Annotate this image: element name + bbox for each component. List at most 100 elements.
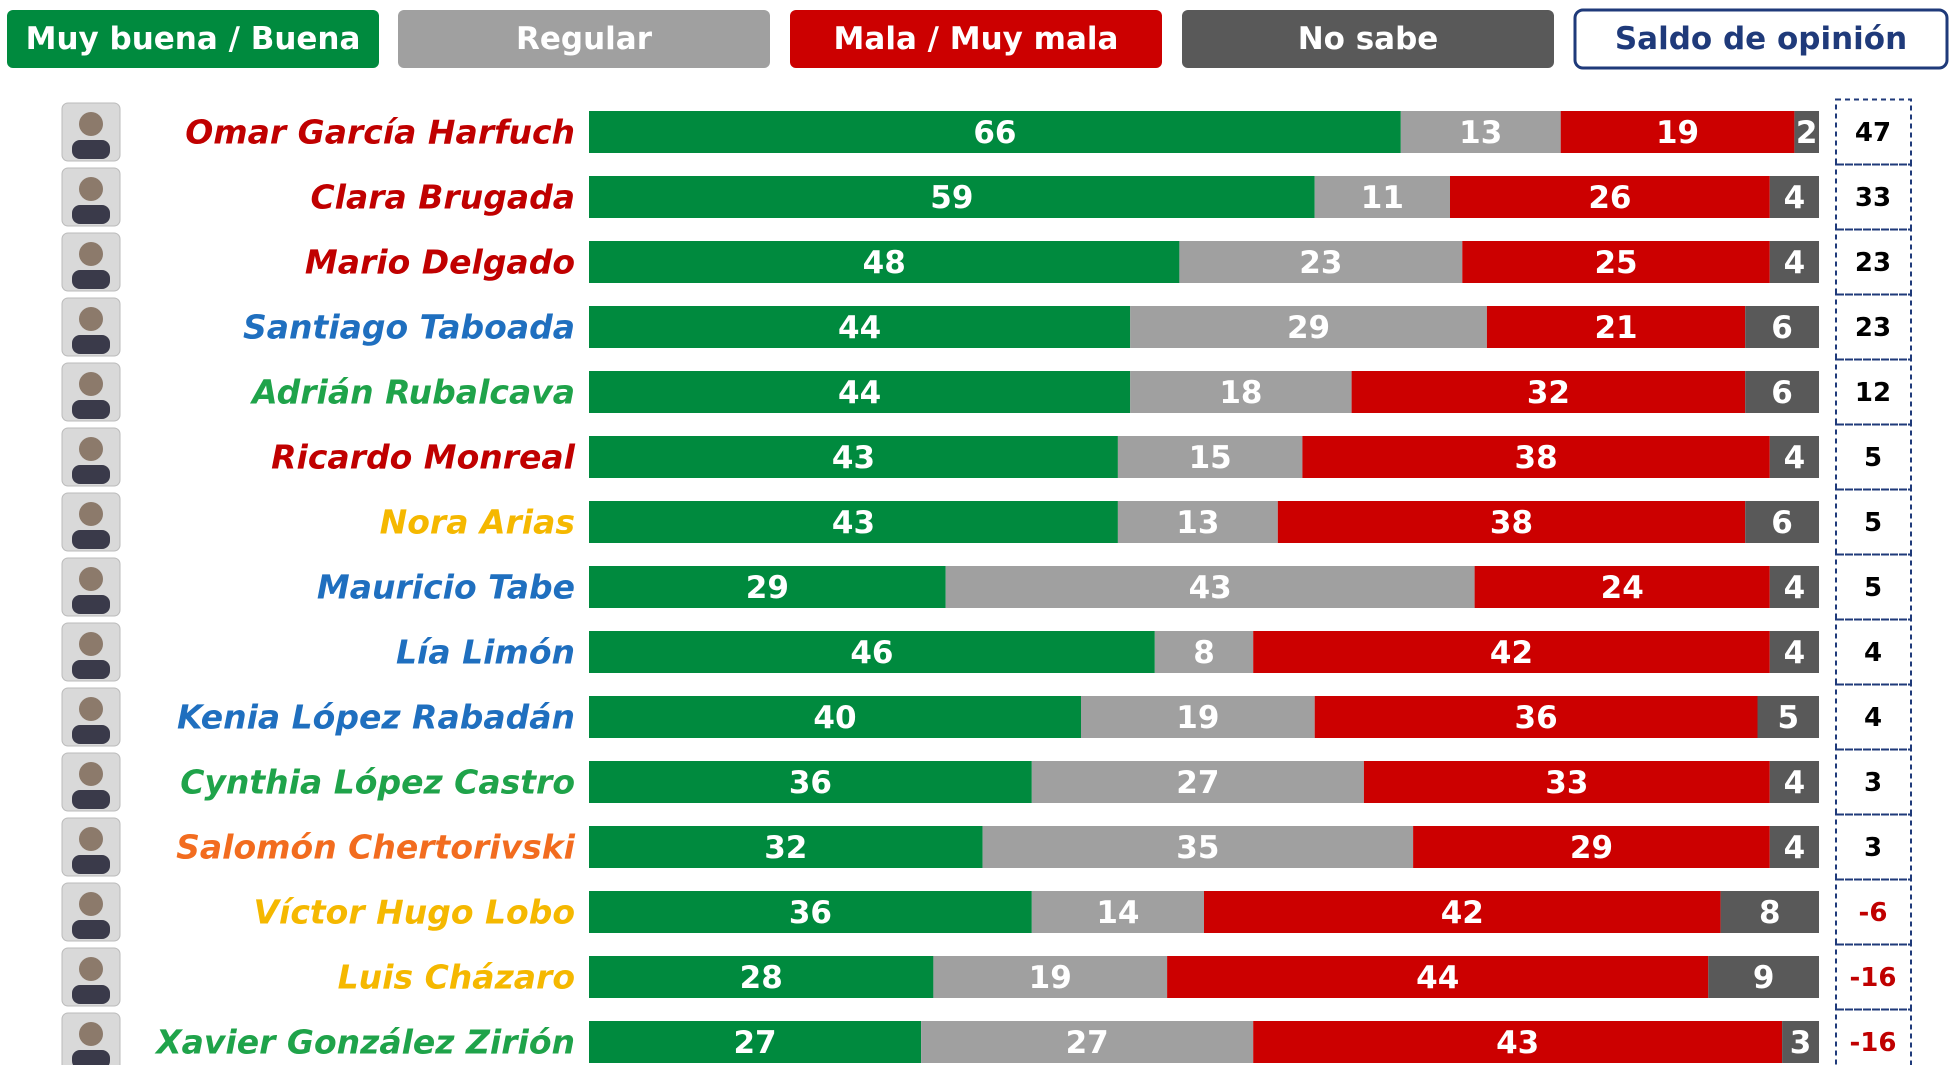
category-label: Cynthia López Castro bbox=[180, 763, 575, 802]
photo-body bbox=[72, 465, 110, 484]
saldo-value: 23 bbox=[1855, 248, 1891, 278]
photo-head bbox=[79, 762, 103, 786]
saldo-value: -6 bbox=[1859, 898, 1888, 928]
saldo-value: -16 bbox=[1850, 963, 1897, 993]
bar-value-label: 43 bbox=[1189, 570, 1232, 606]
photo-head bbox=[79, 372, 103, 396]
photo-body bbox=[72, 855, 110, 874]
bar-value-label: 11 bbox=[1361, 180, 1404, 216]
bar-value-label: 9 bbox=[1753, 960, 1775, 996]
bar-value-label: 32 bbox=[764, 830, 807, 866]
bar-value-label: 38 bbox=[1490, 505, 1533, 541]
bar-value-label: 27 bbox=[1066, 1025, 1109, 1061]
photo-body bbox=[72, 985, 110, 1004]
legend-saldo-label: Saldo de opinión bbox=[1615, 21, 1907, 57]
bar-value-label: 6 bbox=[1771, 505, 1793, 541]
bar-value-label: 4 bbox=[1784, 635, 1806, 671]
photo-body bbox=[72, 1050, 110, 1065]
photo-body bbox=[72, 270, 110, 289]
category-label: Xavier González Zirión bbox=[154, 1023, 575, 1062]
bar-value-label: 42 bbox=[1441, 895, 1484, 931]
category-label: Mario Delgado bbox=[305, 243, 575, 282]
bar-value-label: 19 bbox=[1656, 115, 1699, 151]
saldo-value: 4 bbox=[1864, 638, 1882, 668]
saldo-value: 5 bbox=[1864, 573, 1882, 603]
bar-value-label: 4 bbox=[1784, 830, 1806, 866]
photo-head bbox=[79, 827, 103, 851]
bar-value-label: 8 bbox=[1193, 635, 1215, 671]
bar-value-label: 23 bbox=[1299, 245, 1342, 281]
photo-body bbox=[72, 790, 110, 809]
legend-label: Muy buena / Buena bbox=[26, 21, 361, 57]
photo-body bbox=[72, 595, 110, 614]
bar-value-label: 25 bbox=[1594, 245, 1637, 281]
bar-value-label: 4 bbox=[1784, 245, 1806, 281]
photo-body bbox=[72, 205, 110, 224]
bar-value-label: 21 bbox=[1594, 310, 1637, 346]
bar-value-label: 27 bbox=[1176, 765, 1219, 801]
category-label: Nora Arias bbox=[380, 503, 575, 542]
bar-value-label: 33 bbox=[1545, 765, 1588, 801]
photo-head bbox=[79, 957, 103, 981]
bar-value-label: 43 bbox=[1496, 1025, 1539, 1061]
saldo-value: 33 bbox=[1855, 183, 1891, 213]
bar-value-label: 18 bbox=[1219, 375, 1262, 411]
saldo-value: 3 bbox=[1864, 768, 1882, 798]
bar-value-label: 38 bbox=[1515, 440, 1558, 476]
bar-value-label: 36 bbox=[789, 895, 832, 931]
chart: Muy buena / Buena Regular Mala / Muy mala N… bbox=[0, 0, 1951, 1065]
bar-value-label: 2 bbox=[1796, 115, 1818, 151]
category-label: Santiago Taboada bbox=[243, 308, 575, 347]
bar-value-label: 6 bbox=[1771, 375, 1793, 411]
bar-value-label: 36 bbox=[1515, 700, 1558, 736]
bar-value-label: 4 bbox=[1784, 440, 1806, 476]
photo-head bbox=[79, 892, 103, 916]
category-label: Adrián Rubalcava bbox=[249, 373, 575, 412]
bar-value-label: 32 bbox=[1527, 375, 1570, 411]
photo-head bbox=[79, 112, 103, 136]
bar-value-label: 13 bbox=[1176, 505, 1219, 541]
photo-head bbox=[79, 502, 103, 526]
bar-value-label: 24 bbox=[1601, 570, 1644, 606]
photo-body bbox=[72, 140, 110, 159]
category-label: Luis Cházaro bbox=[338, 958, 575, 997]
page: Muy buena / Buena Regular Mala / Muy mala N… bbox=[0, 0, 1951, 1065]
category-label: Clara Brugada bbox=[310, 178, 575, 217]
saldo-value: -16 bbox=[1850, 1028, 1897, 1058]
legend-label: Mala / Muy mala bbox=[834, 21, 1119, 57]
legend-label: Regular bbox=[516, 21, 653, 57]
bar-value-label: 5 bbox=[1777, 700, 1799, 736]
bar-value-label: 42 bbox=[1490, 635, 1533, 671]
photo-head bbox=[79, 437, 103, 461]
category-label: Ricardo Monreal bbox=[271, 438, 576, 477]
bar-value-label: 40 bbox=[813, 700, 856, 736]
bar-value-label: 29 bbox=[1287, 310, 1330, 346]
bar-value-label: 44 bbox=[1416, 960, 1459, 996]
bar-value-label: 15 bbox=[1189, 440, 1232, 476]
photo-head bbox=[79, 697, 103, 721]
bar-value-label: 6 bbox=[1771, 310, 1793, 346]
saldo-value: 5 bbox=[1864, 443, 1882, 473]
bar-value-label: 3 bbox=[1790, 1025, 1812, 1061]
photo-body bbox=[72, 530, 110, 549]
bar-value-label: 66 bbox=[973, 115, 1016, 151]
photo-head bbox=[79, 242, 103, 266]
category-label: Lía Limón bbox=[396, 633, 575, 672]
legend-label: No sabe bbox=[1298, 21, 1439, 57]
category-label: Omar García Harfuch bbox=[185, 113, 575, 152]
bar-value-label: 43 bbox=[832, 505, 875, 541]
photo-body bbox=[72, 400, 110, 419]
bar-value-label: 36 bbox=[789, 765, 832, 801]
saldo-value: 47 bbox=[1855, 118, 1891, 148]
bar-value-label: 29 bbox=[746, 570, 789, 606]
photo-head bbox=[79, 567, 103, 591]
category-label: Víctor Hugo Lobo bbox=[253, 893, 575, 932]
bar-value-label: 14 bbox=[1096, 895, 1139, 931]
saldo-value: 3 bbox=[1864, 833, 1882, 863]
bar-value-label: 59 bbox=[930, 180, 973, 216]
bar-value-label: 4 bbox=[1784, 570, 1806, 606]
bar-value-label: 29 bbox=[1570, 830, 1613, 866]
photo-head bbox=[79, 177, 103, 201]
saldo-value: 4 bbox=[1864, 703, 1882, 733]
bar-value-label: 4 bbox=[1784, 180, 1806, 216]
